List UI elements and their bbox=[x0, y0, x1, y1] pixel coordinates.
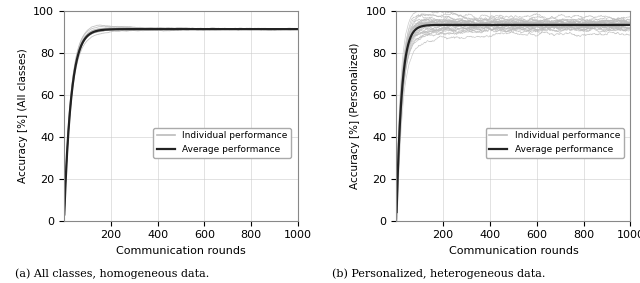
Legend: Individual performance, Average performance: Individual performance, Average performa… bbox=[154, 128, 291, 158]
X-axis label: Communication rounds: Communication rounds bbox=[116, 246, 246, 256]
Text: (a) All classes, homogeneous data.: (a) All classes, homogeneous data. bbox=[15, 269, 209, 279]
Text: (b) Personalized, heterogeneous data.: (b) Personalized, heterogeneous data. bbox=[332, 269, 545, 279]
Y-axis label: Accuracy [%] (All classes): Accuracy [%] (All classes) bbox=[18, 49, 28, 183]
Y-axis label: Accuracy [%] (Personalized): Accuracy [%] (Personalized) bbox=[350, 43, 360, 189]
Legend: Individual performance, Average performance: Individual performance, Average performa… bbox=[486, 128, 623, 158]
X-axis label: Communication rounds: Communication rounds bbox=[449, 246, 579, 256]
